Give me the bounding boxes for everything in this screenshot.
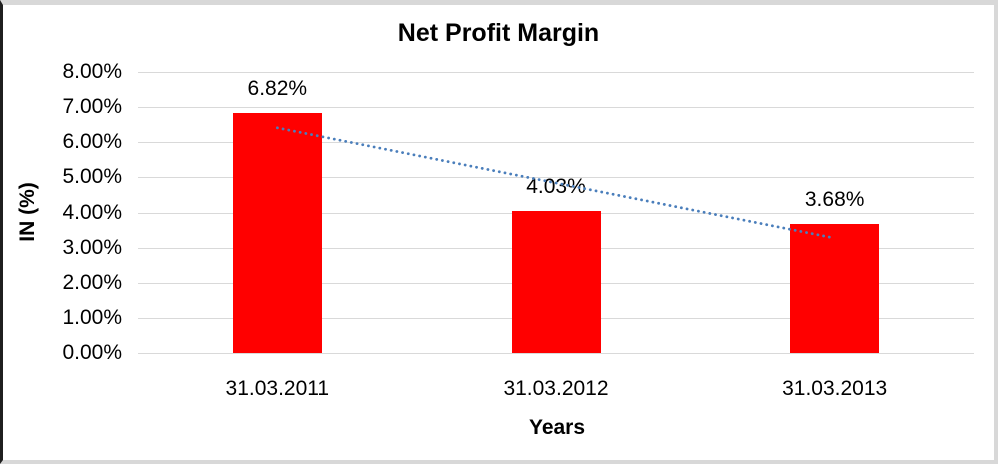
x-axis-title: Years	[528, 416, 586, 439]
y-tick-label: 4.00%	[62, 200, 122, 224]
chart-title: Net Profit Margin	[397, 19, 600, 47]
y-tick-label: 5.00%	[62, 165, 122, 189]
gridline	[138, 353, 974, 354]
gridline	[138, 107, 974, 109]
bar-31.03.2011	[232, 113, 322, 353]
data-label: 3.68%	[804, 187, 865, 211]
y-tick-label: 7.00%	[62, 95, 122, 119]
x-tick-label: 31.03.2012	[503, 377, 609, 400]
data-label: 6.82%	[247, 77, 308, 101]
data-label: 4.03%	[526, 175, 586, 199]
y-tick-label: 1.00%	[62, 305, 122, 329]
y-tick-label: 6.00%	[62, 130, 122, 154]
gridline	[138, 72, 974, 73]
x-tick-label: 31.03.2013	[782, 377, 888, 400]
x-tick-label: 31.03.2011	[225, 377, 330, 400]
y-tick-label: 8.00%	[62, 60, 122, 83]
y-tick-label: 3.00%	[62, 235, 122, 259]
y-tick-label: 2.00%	[62, 270, 122, 294]
bar-31.03.2013	[790, 223, 880, 353]
y-tick-label: 0.00%	[62, 341, 122, 364]
bar-31.03.2012	[511, 211, 601, 353]
